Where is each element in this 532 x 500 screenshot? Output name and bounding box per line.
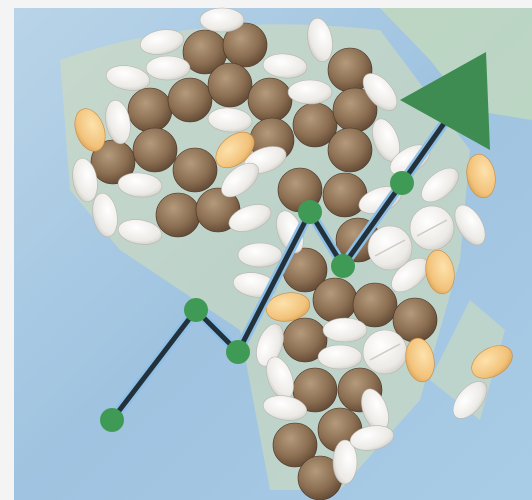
pill-white (362, 73, 398, 111)
pill-brown (272, 422, 318, 468)
pill-brown (167, 77, 213, 123)
pill-brown (172, 147, 218, 193)
pill-white (317, 344, 363, 370)
pill-white (256, 323, 284, 367)
pill-white (228, 204, 272, 232)
pill-white (322, 317, 368, 343)
pill-white (117, 172, 163, 198)
pill-brown (127, 87, 173, 133)
tablet-score (374, 239, 406, 257)
trend-point (226, 340, 250, 364)
tablet-score (416, 219, 448, 237)
pill-white (221, 162, 259, 198)
pill-brown (155, 192, 201, 238)
pill-white (145, 55, 191, 81)
pill-white (139, 29, 185, 55)
pill-white (72, 157, 98, 203)
pill-orange (466, 153, 496, 199)
pill-brown (327, 127, 373, 173)
pill-white (452, 381, 488, 419)
trend-arrow (400, 52, 490, 150)
pill-white (199, 7, 245, 33)
trend-point (390, 171, 414, 195)
pill-white (307, 17, 333, 63)
pill-white (105, 65, 151, 91)
trend-overlay (100, 52, 490, 432)
pill-white (117, 219, 163, 245)
pill-orange (425, 249, 455, 295)
pill-brown (322, 172, 368, 218)
trend-point (184, 298, 208, 322)
pill-brown (222, 22, 268, 68)
pill-orange (405, 337, 435, 383)
tablet-score (369, 343, 401, 361)
pills (72, 7, 513, 500)
trend-point (298, 200, 322, 224)
pill-white (105, 99, 131, 145)
pill-orange (215, 131, 255, 169)
pill-white (332, 439, 358, 485)
trend-point (331, 254, 355, 278)
pill-white (92, 192, 118, 238)
pill-brown (312, 277, 358, 323)
pill-white (262, 395, 308, 421)
pill-white (207, 107, 253, 133)
pill-white (454, 204, 486, 246)
pill-brown (132, 127, 178, 173)
pill-brown (247, 77, 293, 123)
pill-brown (352, 282, 398, 328)
trend-point (100, 408, 124, 432)
pill-brown (207, 62, 253, 108)
pill-white (421, 167, 459, 203)
pill-white (237, 242, 283, 268)
pill-white (287, 79, 333, 105)
pill-orange (74, 108, 106, 152)
pill-orange (265, 292, 311, 322)
pill-white (262, 53, 308, 79)
pill-orange (471, 345, 513, 379)
map-land (380, 8, 532, 120)
pill-white (349, 425, 395, 451)
